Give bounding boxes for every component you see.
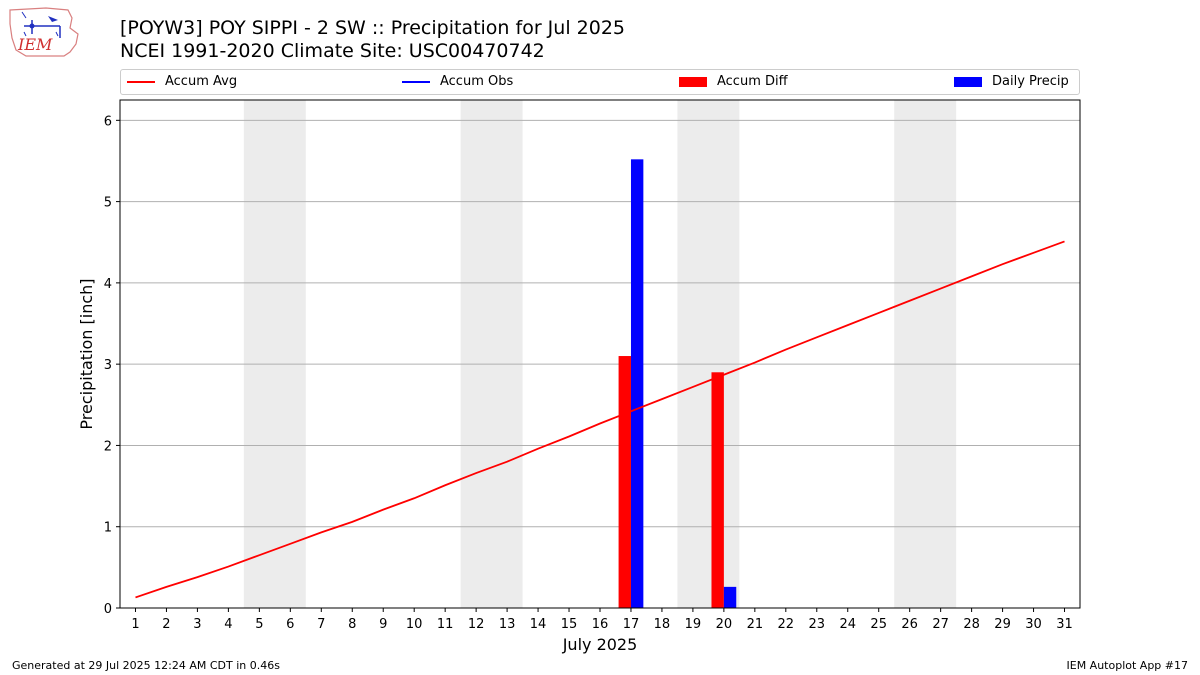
legend-label: Daily Precip [992, 74, 1069, 89]
x-tick-label: 16 [592, 617, 609, 632]
x-axis-label: July 2025 [562, 635, 638, 654]
x-tick-label: 1 [131, 617, 139, 632]
x-tick-label: 27 [932, 617, 949, 632]
x-tick-label: 22 [778, 617, 795, 632]
legend-label: Accum Avg [165, 74, 238, 89]
accum-diff-bar [618, 356, 631, 608]
weekend-shade [894, 100, 957, 608]
weekend-shade [243, 100, 306, 608]
y-axis-label: Precipitation [inch] [77, 278, 96, 429]
y-tick-label: 5 [104, 196, 112, 211]
x-tick-label: 20 [716, 617, 733, 632]
legend-swatch-accum-avg [127, 81, 155, 83]
footer-generated-text: Generated at 29 Jul 2025 12:24 AM CDT in… [12, 659, 280, 672]
x-tick-label: 23 [809, 617, 826, 632]
daily-precip-bar [630, 159, 644, 608]
logo-text: IEM [17, 35, 53, 54]
legend-label: Accum Obs [440, 74, 514, 89]
plot-frame [119, 99, 1081, 609]
x-tick-label: 4 [224, 617, 232, 632]
x-tick-label: 5 [255, 617, 263, 632]
y-tick-label: 1 [104, 521, 112, 536]
legend-label: Accum Diff [717, 74, 788, 89]
x-tick-label: 17 [623, 617, 640, 632]
chart-subtitle: NCEI 1991-2020 Climate Site: USC00470742 [120, 40, 545, 62]
x-tick-label: 11 [437, 617, 454, 632]
x-tick-label: 19 [685, 617, 702, 632]
x-tick-label: 15 [561, 617, 578, 632]
x-tick-label: 29 [994, 617, 1011, 632]
weekend-shade [460, 100, 523, 608]
daily-precip-bar [723, 586, 737, 608]
legend-swatch-daily-precip [954, 77, 982, 87]
x-tick-label: 31 [1056, 617, 1073, 632]
accum-avg-line [135, 240, 1065, 599]
x-tick-label: 25 [870, 617, 887, 632]
chart-title: [POYW3] POY SIPPI - 2 SW :: Precipitatio… [120, 17, 625, 39]
x-tick-label: 13 [499, 617, 516, 632]
x-tick-label: 28 [963, 617, 980, 632]
legend-swatch-accum-diff [679, 77, 707, 87]
x-tick-label: 30 [1025, 617, 1042, 632]
y-tick-label: 3 [104, 358, 112, 373]
x-tick-label: 2 [162, 617, 170, 632]
legend-swatch-accum-obs [402, 81, 430, 83]
x-tick-label: 3 [193, 617, 201, 632]
accum-diff-bar [711, 372, 724, 608]
x-tick-label: 18 [654, 617, 671, 632]
x-tick-label: 12 [468, 617, 485, 632]
x-tick-label: 26 [901, 617, 918, 632]
y-tick-label: 6 [104, 114, 112, 129]
x-tick-label: 8 [348, 617, 356, 632]
weekend-shade [677, 100, 740, 608]
iem-logo: IEM [9, 7, 79, 57]
x-tick-label: 6 [286, 617, 294, 632]
x-tick-label: 24 [839, 617, 856, 632]
footer-app-text: IEM Autoplot App #17 [1066, 659, 1189, 672]
y-tick-label: 0 [104, 602, 112, 617]
x-tick-label: 21 [747, 617, 764, 632]
x-tick-label: 10 [406, 617, 423, 632]
x-tick-label: 14 [530, 617, 547, 632]
legend: Accum Avg Accum Obs Accum Diff Daily Pre… [120, 69, 1080, 95]
x-tick-label: 9 [379, 617, 387, 632]
x-tick-label: 7 [317, 617, 325, 632]
y-tick-label: 2 [104, 439, 112, 454]
y-tick-label: 4 [104, 277, 112, 292]
